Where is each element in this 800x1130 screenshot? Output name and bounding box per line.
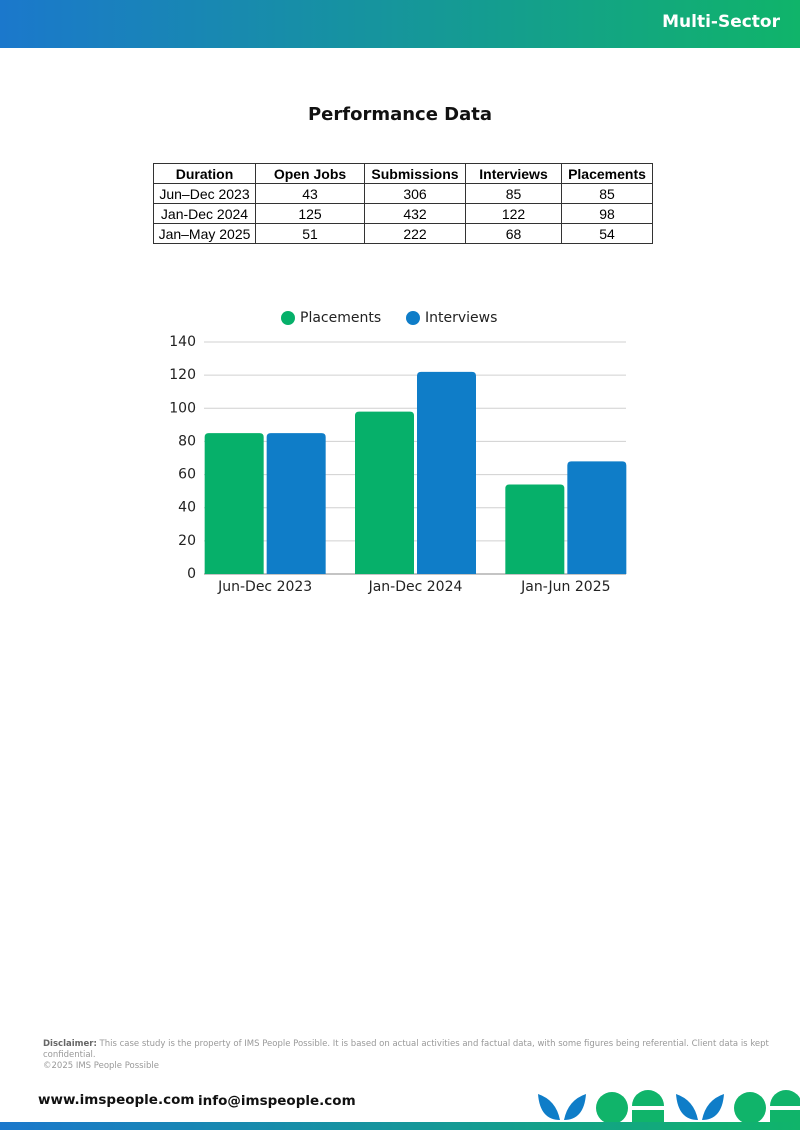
table-cell: Jan-Dec 2024: [153, 203, 256, 224]
table-cell: 122: [465, 203, 562, 224]
bar: [266, 433, 326, 574]
bar: [417, 371, 476, 574]
y-tick-label: 120: [169, 367, 196, 383]
table-cell: 68: [465, 223, 562, 244]
legend-label: Placements: [300, 310, 381, 326]
x-tick-label: Jun-Dec 2023: [217, 579, 312, 595]
legend-swatch: [406, 311, 420, 325]
table-cell: 222: [364, 223, 466, 244]
legend-label: Interviews: [425, 310, 497, 326]
y-tick-label: 140: [169, 334, 196, 350]
bar: [567, 461, 627, 574]
table-cell: 85: [465, 183, 562, 204]
column-header: Interviews: [465, 163, 562, 184]
disclaimer-text: This case study is the property of IMS P…: [43, 1039, 769, 1060]
disclaimer-label: Disclaimer:: [43, 1039, 97, 1049]
table-row: Jan–May 2025 51 222 68 54: [153, 223, 653, 244]
legend-swatch: [281, 311, 295, 325]
table-cell: 43: [255, 183, 365, 204]
table-header-row: Duration Open Jobs Submissions Interviews Pl…: [153, 163, 653, 184]
header-bar: Multi-Sector: [0, 0, 800, 48]
x-tick-label: Jan-Dec 2024: [368, 579, 463, 595]
bar: [505, 484, 565, 574]
y-tick-label: 100: [169, 400, 196, 416]
column-header: Placements: [561, 163, 653, 184]
section-title: Performance Data: [307, 104, 493, 125]
copyright: ©2025 IMS People Possible: [43, 1061, 159, 1071]
chart: 0 20 40 60 80 100 120 140 Placements Interviews Ju…: [169, 310, 627, 595]
header-tag: Multi-Sector: [662, 12, 780, 32]
y-tick-label: 20: [178, 533, 196, 549]
email-link[interactable]: info@imspeople.com: [198, 1093, 356, 1109]
y-tick-label: 0: [187, 566, 196, 582]
table-cell: 432: [364, 203, 466, 224]
footer-bar: [0, 1122, 800, 1130]
data-table: Duration Open Jobs Submissions Interviews Pl…: [153, 163, 653, 244]
bar: [204, 433, 264, 574]
table-cell: 54: [561, 223, 653, 244]
x-tick-label: Jan-Jun 2025: [520, 579, 610, 595]
y-tick-label: 60: [178, 467, 196, 483]
table-cell: 125: [255, 203, 365, 224]
table-cell: 98: [561, 203, 653, 224]
table-cell: 85: [561, 183, 653, 204]
bar: [355, 411, 414, 574]
table-cell: 51: [255, 223, 365, 244]
column-header: Open Jobs: [255, 163, 365, 184]
disclaimer: Disclaimer: This case study is the prope…: [43, 1039, 773, 1072]
table-cell: Jan–May 2025: [153, 223, 256, 244]
y-tick-label: 40: [178, 500, 196, 516]
table-row: Jun–Dec 2023 43 306 85 85: [153, 183, 653, 204]
table-cell: Jun–Dec 2023: [153, 183, 256, 204]
decoration: [538, 1090, 800, 1122]
table-row: Jan-Dec 2024 125 432 122 98: [153, 203, 653, 224]
website-link[interactable]: www.imspeople.com: [38, 1092, 195, 1108]
y-tick-label: 80: [178, 433, 196, 449]
column-header: Submissions: [364, 163, 466, 184]
column-header: Duration: [153, 163, 256, 184]
table-cell: 306: [364, 183, 466, 204]
